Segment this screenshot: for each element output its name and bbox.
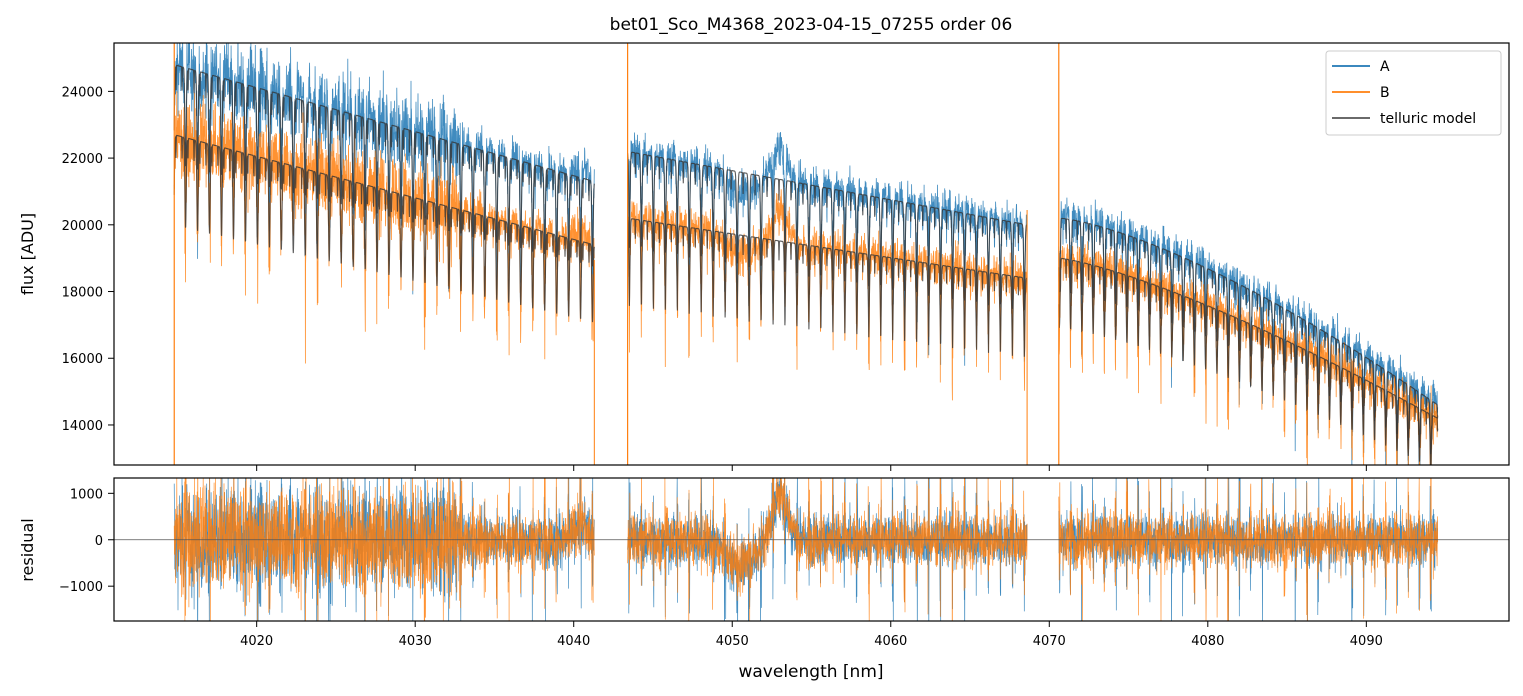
flux-y-tick-label: 16000 [62, 352, 103, 367]
legend-label-model: telluric model [1380, 111, 1476, 127]
chart-title: bet01_Sco_M4368_2023-04-15_07255 order 0… [610, 15, 1013, 35]
telluric-model-B-segment [1058, 257, 1439, 465]
flux-y-tick-label: 14000 [62, 419, 103, 434]
telluric-model-A-segment [173, 64, 595, 267]
wavelength-x-tick-label: 4090 [1350, 634, 1383, 649]
series-B-segment [1058, 241, 1439, 465]
flux-y-tick-label: 20000 [62, 219, 103, 234]
residual-panel-frame [113, 477, 1510, 622]
residual-B-segment [173, 478, 595, 621]
telluric-model-B-segment [627, 218, 1028, 357]
residual-panel: −1000 0 1000 4020 4030 4040 4050 4060 4070 4080 4… [18, 477, 1510, 682]
telluric-model-B-segment [173, 134, 595, 323]
wavelength-x-tick-label: 4020 [240, 634, 273, 649]
wavelength-x-tick-label: 4050 [716, 634, 749, 649]
wavelength-axis-label: wavelength [nm] [738, 662, 883, 682]
flux-y-tick-label: 24000 [62, 85, 103, 100]
telluric-model-A-segment [627, 151, 1028, 311]
flux-y-tick-label: 18000 [62, 286, 103, 301]
residual-axis-label: residual [18, 518, 37, 581]
residual-y-tick-label: −1000 [59, 580, 103, 595]
wavelength-x-tick-label: 4040 [557, 634, 590, 649]
wavelength-x-tick-label: 4070 [1033, 634, 1066, 649]
wavelength-x-tick-label: 4080 [1191, 634, 1224, 649]
residual-y-tick-label: 0 [95, 534, 103, 549]
flux-y-tick-label: 22000 [62, 152, 103, 167]
series-A-segment [627, 131, 1028, 366]
flux-panel: 14000 16000 18000 20000 22000 24000 flux [ADU… [18, 42, 1510, 471]
flux-panel-frame [113, 42, 1510, 466]
legend-label-B: B [1380, 85, 1390, 101]
wavelength-x-tick-label: 4030 [399, 634, 432, 649]
legend-box [1325, 50, 1502, 136]
residual-B-segment [1058, 478, 1439, 621]
legend-label-A: A [1380, 59, 1390, 75]
legend[interactable]: A B telluric model [1325, 50, 1502, 136]
residual-B-segment [627, 478, 1028, 621]
residual-y-tick-label: 1000 [70, 487, 103, 502]
flux-axis-label: flux [ADU] [18, 213, 37, 295]
wavelength-x-tick-label: 4060 [874, 634, 907, 649]
